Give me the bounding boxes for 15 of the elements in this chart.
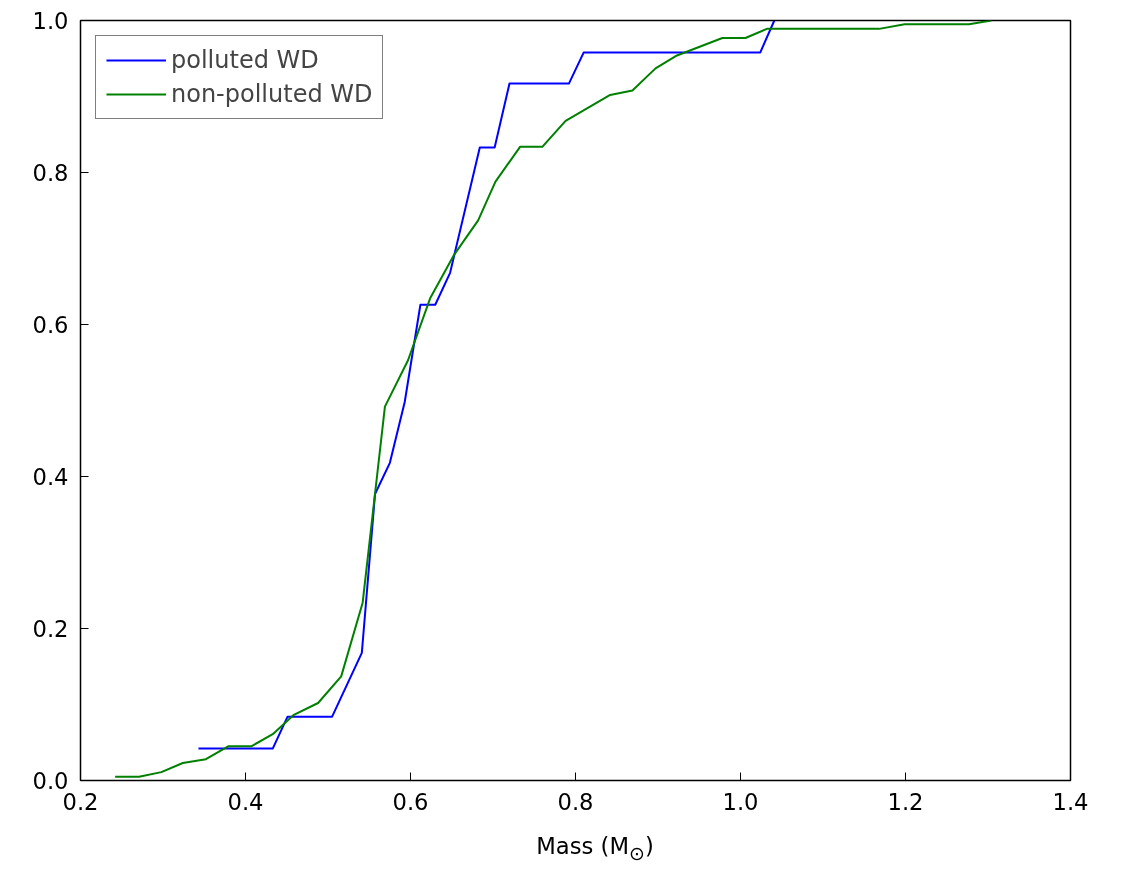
legend-label: polluted WD xyxy=(171,46,319,74)
y-tick-label: 1.0 xyxy=(32,8,69,34)
x-tick-label: 1.2 xyxy=(887,788,924,815)
x-tick-label: 0.4 xyxy=(227,788,264,815)
y-tick-label: 0.6 xyxy=(32,312,69,338)
x-tick-label: 1.0 xyxy=(722,788,759,815)
line-series xyxy=(114,20,993,778)
x-tick-label: 1.4 xyxy=(1052,788,1089,815)
y-tick-label: 0.8 xyxy=(32,160,69,186)
legend-label: non-polluted WD xyxy=(171,80,373,108)
x-tick-label: 0.8 xyxy=(557,788,594,815)
y-tick-label: 0.2 xyxy=(32,616,69,642)
x-axis-title: Mass (M$_{⊙}$) xyxy=(535,832,655,866)
x-tick-label: 0.6 xyxy=(392,788,429,815)
y-tick-label: 0.4 xyxy=(32,464,69,490)
